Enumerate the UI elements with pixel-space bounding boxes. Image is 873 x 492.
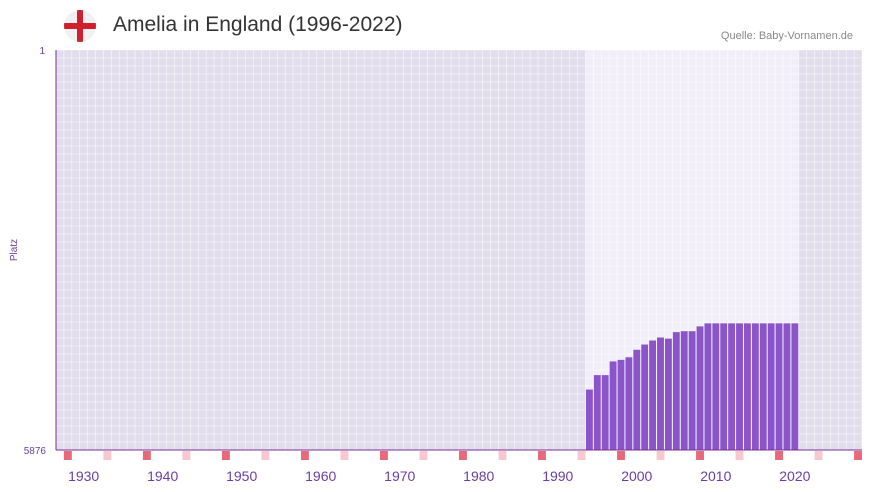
bar-2005 xyxy=(672,332,680,450)
half-decade-marker xyxy=(498,451,507,460)
bar-2019 xyxy=(783,323,791,450)
x-tick-label-1990: 1990 xyxy=(542,468,573,484)
decade-marker xyxy=(696,451,704,460)
bar-1996 xyxy=(601,375,609,450)
y-tick-label-bottom: 5876 xyxy=(24,446,47,457)
bar-2007 xyxy=(688,331,696,450)
axis-labels: 1930 1940 1950 1960 1970 1980 1990 2000 2010 2020… xyxy=(9,46,811,484)
bar-series xyxy=(585,323,799,450)
x-tick-label-2000: 2000 xyxy=(621,468,652,484)
source-credit: Quelle: Baby-Vornamen.de xyxy=(720,30,853,42)
england-flag-icon xyxy=(64,10,96,42)
decade-marker xyxy=(379,451,388,460)
bar-2016 xyxy=(759,323,767,450)
decade-marker xyxy=(775,451,783,460)
bar-2020 xyxy=(791,323,799,450)
decade-marker xyxy=(63,451,72,460)
x-tick-label-1960: 1960 xyxy=(305,468,336,484)
bar-2010 xyxy=(712,323,720,450)
bar-1998 xyxy=(617,359,625,450)
year-markers xyxy=(63,451,862,460)
decade-marker xyxy=(538,451,546,460)
x-tick-label-1970: 1970 xyxy=(384,468,415,484)
bar-2006 xyxy=(680,331,688,450)
x-tick-label-1950: 1950 xyxy=(226,468,257,484)
bar-1994 xyxy=(585,389,593,450)
half-decade-marker xyxy=(577,451,586,460)
bar-2004 xyxy=(664,338,672,450)
x-tick-label-1940: 1940 xyxy=(147,468,178,484)
decade-marker xyxy=(221,451,230,460)
decade-marker xyxy=(142,451,151,460)
bar-2008 xyxy=(696,326,704,450)
half-decade-marker xyxy=(182,451,191,460)
bar-2013 xyxy=(736,323,743,450)
bar-2012 xyxy=(728,323,736,450)
bar-2018 xyxy=(775,323,783,450)
chart-title: Amelia in England (1996-2022) xyxy=(113,13,403,36)
bar-1995 xyxy=(593,375,601,450)
x-tick-label-1930: 1930 xyxy=(68,468,99,484)
y-tick-label-top: 1 xyxy=(39,46,45,57)
bar-2001 xyxy=(641,344,649,450)
half-decade-marker xyxy=(340,451,349,460)
plot-axes xyxy=(55,50,862,451)
decade-marker xyxy=(854,451,862,460)
bar-2014 xyxy=(743,323,751,450)
x-tick-label-2020: 2020 xyxy=(779,468,810,484)
bar-1999 xyxy=(625,357,633,450)
bar-2009 xyxy=(704,323,712,450)
y-axis-title: Platz xyxy=(9,239,20,261)
x-tick-label-1980: 1980 xyxy=(463,468,494,484)
half-decade-marker xyxy=(735,451,744,460)
bar-2017 xyxy=(767,323,775,450)
half-decade-marker xyxy=(103,451,112,460)
bar-2003 xyxy=(657,337,664,450)
bar-2000 xyxy=(633,349,641,450)
x-tick-label-2010: 2010 xyxy=(700,468,731,484)
bar-2002 xyxy=(649,340,657,450)
plot-grid xyxy=(55,49,863,451)
half-decade-marker xyxy=(419,451,428,460)
bar-1997 xyxy=(609,361,617,450)
half-decade-marker xyxy=(814,451,823,460)
chart-header: Amelia in England (1996-2022) Quelle: Ba… xyxy=(0,0,873,50)
decade-marker xyxy=(300,451,309,460)
half-decade-marker xyxy=(656,451,665,460)
decade-marker xyxy=(617,451,625,460)
bar-2015 xyxy=(751,323,759,450)
half-decade-marker xyxy=(261,451,270,460)
bar-2011 xyxy=(720,323,728,450)
decade-marker xyxy=(459,451,467,460)
